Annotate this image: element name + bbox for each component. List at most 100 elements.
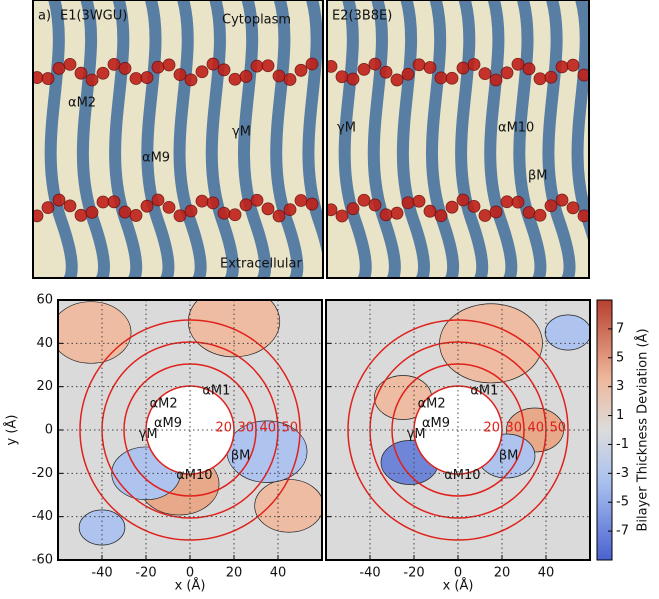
phosphate <box>346 202 360 216</box>
y-tick-label: -60 <box>32 553 53 568</box>
x-tick-label: 20 <box>226 566 243 581</box>
phosphate <box>151 60 165 74</box>
phosphate <box>489 205 503 219</box>
helix-label: αM10 <box>176 468 212 483</box>
phosphate <box>533 208 547 222</box>
phosphate <box>63 199 77 213</box>
ring-label: 40 <box>259 421 276 436</box>
y-tick-label: 0 <box>45 423 53 438</box>
phosphate <box>41 201 55 215</box>
phosphate <box>129 209 143 222</box>
phosphate <box>390 206 404 220</box>
helix-label: βM <box>499 449 519 464</box>
phosphate <box>140 199 154 213</box>
phosphate <box>335 209 349 223</box>
phosphate <box>118 205 132 219</box>
phosphate <box>423 61 437 74</box>
phosphate <box>522 62 536 76</box>
helix-label: αM2 <box>418 397 446 412</box>
helix-label: γM <box>337 121 356 136</box>
phosphate <box>467 199 481 213</box>
x-axis-label: x (Å) <box>443 578 474 594</box>
contour-region <box>78 509 126 546</box>
helix-label: αM9 <box>154 416 182 431</box>
phosphate <box>96 195 110 209</box>
phosphate <box>206 57 220 71</box>
helix-label: αM2 <box>68 96 96 111</box>
phosphate <box>456 61 470 75</box>
ring-label: 20 <box>483 421 500 436</box>
y-tick-label: -20 <box>32 466 53 481</box>
phosphate <box>511 195 525 209</box>
phosphate <box>239 198 253 212</box>
x-tick-label: -40 <box>359 566 380 581</box>
render <box>33 0 323 278</box>
phosphate <box>33 209 44 223</box>
phosphate <box>195 194 209 208</box>
x-tick-label: 40 <box>538 566 555 581</box>
phosphate <box>577 68 589 82</box>
helix-ribbon <box>76 0 110 278</box>
phosphate <box>368 57 382 71</box>
phosphate <box>217 206 231 220</box>
helix-label: βM <box>231 449 251 464</box>
phosphate <box>423 204 437 218</box>
phosphate <box>217 63 231 77</box>
membrane-render <box>33 0 589 278</box>
phosphate <box>107 195 121 209</box>
phosphate <box>522 206 536 219</box>
contour-region <box>58 301 132 364</box>
phosphate <box>261 202 275 216</box>
phosphate <box>239 70 253 83</box>
phosphate <box>272 69 286 83</box>
x-axis-label: x (Å) <box>175 578 206 594</box>
phosphate <box>467 58 481 71</box>
helix-ribbon <box>571 0 589 245</box>
phosphate <box>294 194 308 207</box>
phosphate <box>228 72 242 86</box>
phosphate <box>140 71 154 84</box>
ring-label: 50 <box>549 421 566 436</box>
phosphate <box>401 196 415 210</box>
phosphate <box>401 67 415 81</box>
phosphate <box>500 66 514 80</box>
helix-ribbon <box>109 0 143 278</box>
phosphate <box>173 209 187 223</box>
phosphate <box>335 70 349 84</box>
colorbar-tick-label: 5 <box>616 350 624 365</box>
y-tick-label: -40 <box>32 509 53 524</box>
colorbar-tick-label: -5 <box>616 495 629 510</box>
phosphate <box>305 57 319 71</box>
phosphate <box>162 58 176 72</box>
phosphate <box>445 71 459 85</box>
phosphate <box>305 197 319 211</box>
phosphate <box>544 70 558 84</box>
helix-ribbon <box>270 0 304 278</box>
x-tick-label: -20 <box>403 566 424 581</box>
phosphate <box>107 57 121 71</box>
phosphate <box>456 193 470 207</box>
ring-label: 50 <box>281 421 298 436</box>
phosphate <box>566 58 580 72</box>
phosphate <box>327 59 338 73</box>
helix-ribbon <box>513 0 547 278</box>
helix-label: γM <box>139 427 158 442</box>
phosphate <box>184 73 198 87</box>
phosphate <box>555 60 569 74</box>
x-tick-label: 40 <box>270 566 287 581</box>
colorbar-tick-label: -3 <box>616 466 629 481</box>
colorbar-tick-label: 7 <box>616 321 624 336</box>
phosphate <box>162 200 176 214</box>
phosphate <box>533 72 547 86</box>
phosphate <box>294 63 308 77</box>
snapshot-title: E2(3B8E) <box>332 9 392 24</box>
phosphate <box>151 193 165 207</box>
phosphate <box>511 57 525 71</box>
phosphate <box>357 63 371 76</box>
helix-label: αM9 <box>142 151 170 166</box>
x-tick-label: 0 <box>186 566 194 581</box>
phosphate <box>390 73 404 87</box>
phosphate <box>445 200 459 214</box>
ring-label: 20 <box>215 421 232 436</box>
phosphate <box>250 59 264 73</box>
